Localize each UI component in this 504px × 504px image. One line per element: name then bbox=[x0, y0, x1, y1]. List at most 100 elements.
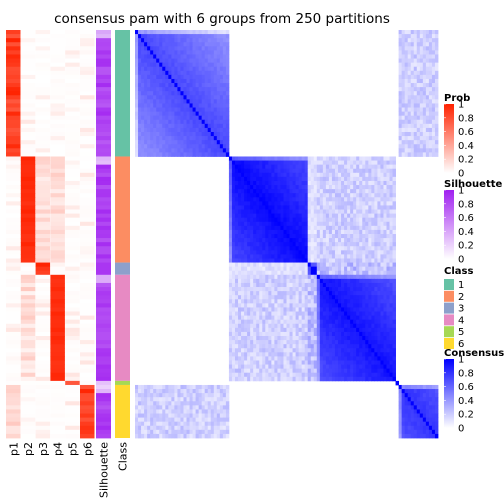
consensus-cell bbox=[259, 193, 263, 198]
consensus-cell bbox=[238, 323, 242, 329]
prob-cell bbox=[80, 156, 95, 161]
consensus-cell bbox=[377, 291, 381, 296]
consensus-cell bbox=[344, 225, 348, 231]
consensus-cell bbox=[144, 136, 148, 141]
consensus-cell bbox=[383, 168, 387, 174]
prob-cell bbox=[35, 238, 51, 243]
consensus-cell bbox=[377, 323, 381, 329]
consensus-cell bbox=[344, 254, 348, 259]
consensus-cell bbox=[313, 185, 318, 190]
consensus-cell bbox=[362, 254, 366, 259]
consensus-cell bbox=[247, 217, 251, 223]
prob-cell bbox=[35, 74, 51, 80]
consensus-cell bbox=[350, 282, 354, 288]
consensus-cell bbox=[350, 238, 354, 243]
consensus-cell bbox=[147, 127, 151, 133]
prob-cell bbox=[20, 54, 36, 59]
consensus-cell bbox=[380, 213, 384, 219]
consensus-cell bbox=[401, 91, 406, 96]
consensus-cell bbox=[328, 209, 333, 214]
consensus-cell bbox=[271, 180, 275, 186]
consensus-cell bbox=[277, 201, 281, 206]
consensus-cell bbox=[207, 30, 212, 35]
consensus-cell bbox=[356, 360, 360, 365]
consensus-cell bbox=[153, 87, 157, 92]
consensus-cell bbox=[286, 217, 290, 223]
consensus-cell bbox=[292, 262, 296, 268]
consensus-cell bbox=[253, 278, 257, 284]
consensus-cell bbox=[389, 160, 393, 166]
consensus-cell bbox=[422, 74, 427, 80]
consensus-cell bbox=[265, 242, 269, 247]
consensus-cell bbox=[334, 348, 339, 353]
consensus-cell bbox=[228, 197, 233, 202]
consensus-cell bbox=[389, 287, 393, 292]
consensus-cell bbox=[250, 295, 254, 300]
silhouette-cell bbox=[96, 409, 111, 414]
consensus-cell bbox=[383, 344, 387, 349]
consensus-cell bbox=[359, 262, 363, 268]
consensus-cell bbox=[250, 205, 254, 210]
consensus-cell bbox=[365, 238, 369, 243]
consensus-cell bbox=[371, 193, 375, 198]
consensus-cell bbox=[241, 262, 245, 268]
consensus-cell bbox=[319, 213, 324, 219]
consensus-cell bbox=[374, 160, 378, 166]
consensus-cell bbox=[425, 87, 430, 92]
consensus-cell bbox=[165, 144, 169, 149]
consensus-cell bbox=[135, 119, 139, 125]
consensus-cell bbox=[174, 103, 178, 108]
consensus-cell bbox=[259, 172, 263, 178]
consensus-cell bbox=[283, 201, 287, 206]
silhouette-cell bbox=[96, 258, 111, 263]
consensus-cell bbox=[216, 78, 221, 84]
consensus-cell bbox=[307, 311, 312, 316]
consensus-cell bbox=[422, 78, 427, 84]
consensus-cell bbox=[386, 340, 390, 345]
consensus-cell bbox=[401, 123, 406, 129]
consensus-cell bbox=[274, 213, 278, 219]
consensus-cell bbox=[153, 91, 157, 96]
consensus-cell bbox=[338, 197, 342, 202]
prob-cell bbox=[20, 156, 36, 161]
consensus-cell bbox=[222, 152, 227, 157]
consensus-cell bbox=[386, 266, 390, 272]
consensus-cell bbox=[431, 46, 436, 51]
prob-cell bbox=[35, 270, 51, 276]
consensus-cell bbox=[389, 217, 393, 223]
consensus-cell bbox=[304, 229, 309, 235]
consensus-cell bbox=[256, 242, 260, 247]
consensus-cell bbox=[313, 282, 318, 288]
consensus-cell bbox=[138, 91, 142, 96]
consensus-cell bbox=[310, 205, 315, 210]
consensus-cell bbox=[392, 360, 396, 365]
consensus-cell bbox=[231, 315, 236, 321]
consensus-cell bbox=[338, 360, 342, 365]
consensus-cell bbox=[353, 234, 357, 239]
consensus-cell bbox=[189, 50, 193, 55]
consensus-cell bbox=[259, 266, 263, 272]
consensus-cell bbox=[325, 278, 330, 284]
prob-cell bbox=[20, 95, 36, 100]
prob-cell bbox=[6, 319, 21, 325]
consensus-cell bbox=[241, 217, 245, 223]
consensus-cell bbox=[244, 319, 248, 325]
consensus-cell bbox=[241, 213, 245, 219]
prob-cell bbox=[6, 217, 21, 223]
consensus-cell bbox=[277, 156, 281, 161]
consensus-cell bbox=[353, 303, 357, 308]
consensus-cell bbox=[186, 38, 190, 43]
consensus-cell bbox=[301, 262, 306, 268]
consensus-cell bbox=[322, 156, 327, 161]
consensus-cell bbox=[298, 160, 303, 166]
consensus-cell bbox=[322, 364, 327, 370]
consensus-cell bbox=[274, 246, 278, 251]
consensus-cell bbox=[259, 258, 263, 263]
consensus-cell bbox=[283, 307, 287, 312]
consensus-cell bbox=[241, 327, 245, 333]
consensus-cell bbox=[380, 303, 384, 308]
consensus-cell bbox=[316, 254, 321, 259]
consensus-cell bbox=[341, 229, 345, 235]
consensus-cell bbox=[150, 50, 154, 55]
consensus-cell bbox=[362, 164, 366, 170]
